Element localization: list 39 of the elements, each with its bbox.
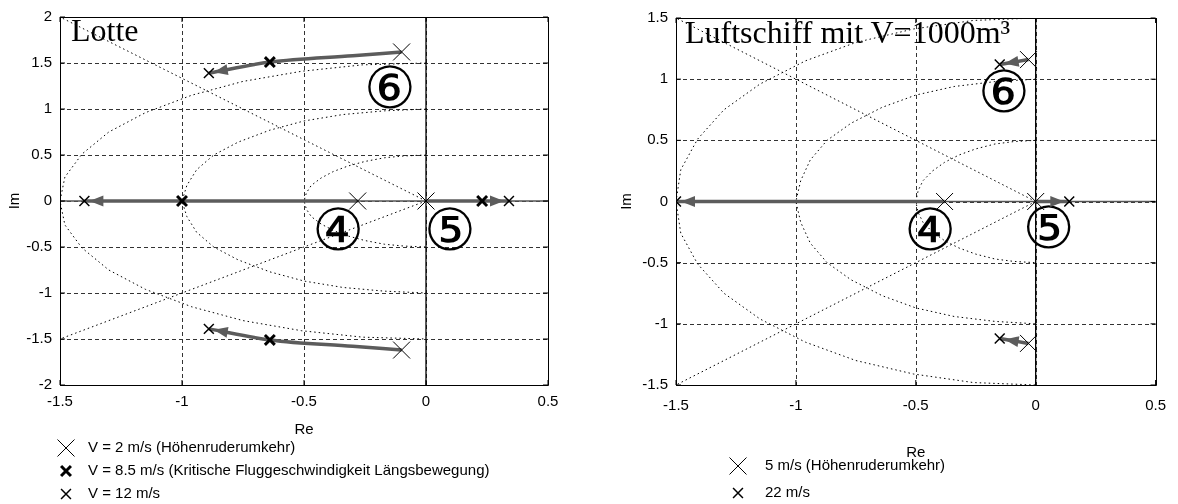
x-axis-title: Re bbox=[294, 420, 314, 438]
x-tick-label: 0.5 bbox=[537, 392, 559, 410]
y-axis-title: Im bbox=[5, 192, 23, 210]
annotation: ④ bbox=[312, 196, 365, 265]
y-tick-label: 0 bbox=[659, 191, 668, 209]
chart-title: Lotte bbox=[71, 12, 139, 48]
y-tick-label: -1 bbox=[654, 313, 668, 331]
annotation: ⑥ bbox=[978, 57, 1031, 126]
y-tick-label: -1.5 bbox=[26, 329, 52, 347]
y-tick-label: -1 bbox=[38, 283, 52, 301]
y-tick-label: 1 bbox=[659, 69, 668, 87]
y-tick-label: 0.5 bbox=[31, 145, 52, 163]
y-tick-label: -1.5 bbox=[642, 375, 668, 393]
legend-label: 22 m/s bbox=[765, 483, 811, 501]
y-tick-label: 0 bbox=[43, 191, 52, 209]
legend-label: 5 m/s (Höhenruderumkehr) bbox=[765, 456, 946, 474]
x-tick-label: 0 bbox=[1031, 396, 1040, 414]
annotation: ⑥ bbox=[363, 54, 416, 123]
annotation: ④ bbox=[904, 195, 957, 264]
x-tick-label: 0 bbox=[421, 392, 431, 410]
y-tick-label: -0.5 bbox=[26, 237, 52, 255]
y-tick-label: -2 bbox=[38, 375, 52, 393]
x-tick-label: -0.5 bbox=[291, 392, 317, 410]
y-tick-label: 2 bbox=[43, 7, 52, 25]
annotation: ⑤ bbox=[423, 195, 476, 264]
legend-label: V = 12 m/s bbox=[88, 484, 161, 502]
y-axis-title: Im bbox=[617, 193, 635, 210]
y-tick-label: 1.5 bbox=[31, 53, 52, 71]
y-tick-label: 1 bbox=[43, 99, 52, 117]
y-tick-label: -0.5 bbox=[642, 252, 668, 270]
y-tick-label: 1.5 bbox=[647, 8, 668, 26]
x-tick-label: -1 bbox=[175, 392, 189, 410]
x-tick-label: 0.5 bbox=[1145, 396, 1166, 414]
x-tick-label: -0.5 bbox=[902, 396, 929, 414]
legend-label: V = 8.5 m/s (Kritische Fluggeschwindigkeit Längsbewegung) bbox=[88, 461, 490, 479]
x-tick-label: -1 bbox=[789, 396, 803, 414]
chart-title: Luftschiff mit V=1000m³ bbox=[685, 14, 1011, 50]
y-tick-label: 0.5 bbox=[647, 130, 668, 148]
legend-label: V = 2 m/s (Höhenruderumkehr) bbox=[88, 438, 296, 456]
